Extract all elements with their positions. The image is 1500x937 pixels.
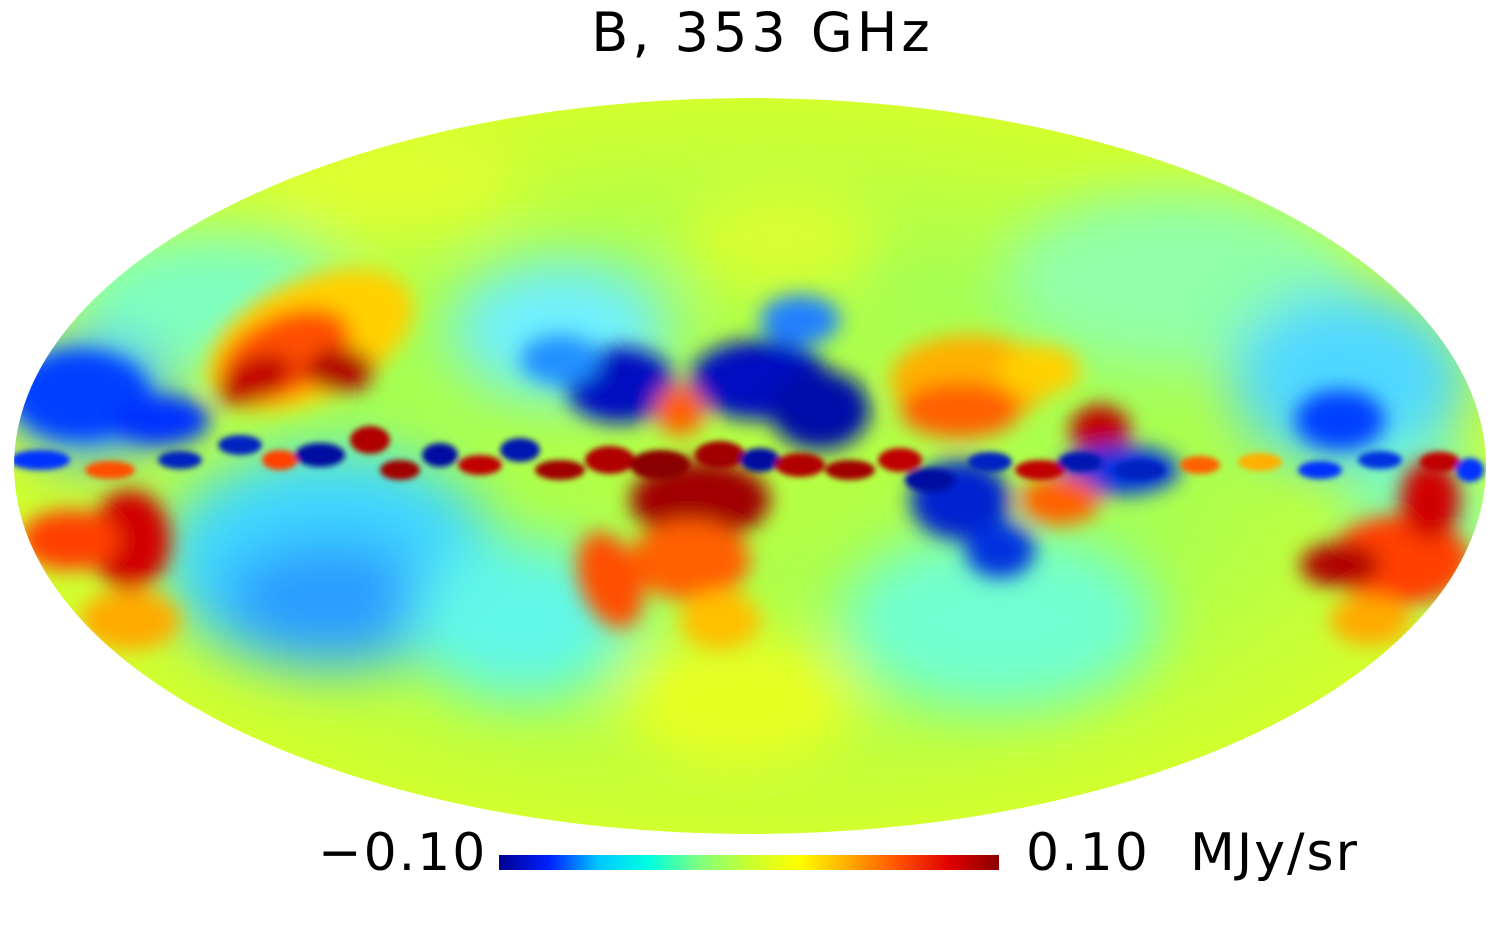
colorbar-unit-label: MJy/sr	[1190, 823, 1359, 883]
map-title: B, 353 GHz	[591, 1, 934, 64]
colorbar-min-label: −0.10	[318, 823, 488, 883]
structured-emission-layer	[14, 268, 1470, 650]
colorbar	[499, 855, 999, 870]
colorbar-max-label: 0.10	[1026, 823, 1150, 883]
diffuse-emission-layer	[14, 130, 1486, 770]
galactic-plane-band	[14, 426, 1484, 492]
